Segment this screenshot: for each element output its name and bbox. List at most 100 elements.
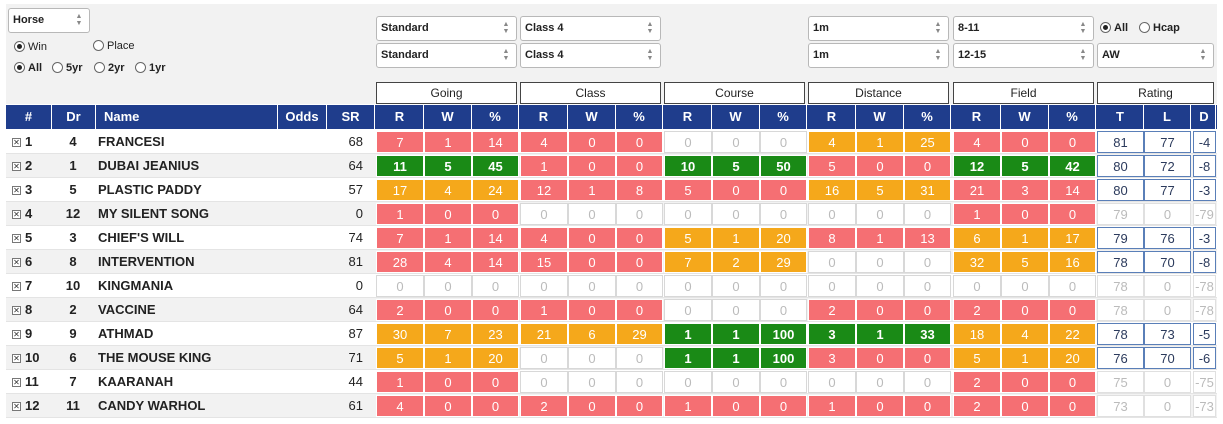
header-rating-d[interactable]: D: [1193, 105, 1216, 129]
runner-draw: 5: [69, 182, 77, 197]
remove-runner-icon[interactable]: ✕: [12, 282, 21, 291]
remove-runner-icon[interactable]: ✕: [12, 186, 21, 195]
runner-name[interactable]: CANDY WARHOL: [98, 398, 206, 413]
runner-name[interactable]: KAARANAH: [98, 374, 174, 389]
course-runs-cell: 5: [664, 179, 712, 201]
course-runs-cell: 1: [664, 395, 712, 417]
header-course-r[interactable]: R: [664, 105, 712, 129]
header-going-r[interactable]: R: [376, 105, 424, 129]
runner-name[interactable]: FRANCESI: [98, 134, 165, 149]
header-distance-pct[interactable]: %: [904, 105, 951, 129]
runner-name[interactable]: THE MOUSE KING: [98, 350, 212, 365]
rating-t-cell: 73: [1097, 395, 1144, 417]
header-rating-l[interactable]: L: [1144, 105, 1191, 129]
header-dr[interactable]: Dr: [52, 105, 96, 129]
runner-name[interactable]: VACCINE: [98, 302, 156, 317]
going-wins-cell: 0: [424, 299, 472, 321]
runner-rank: ✕ 10: [6, 347, 50, 369]
header-rating-t[interactable]: T: [1097, 105, 1144, 129]
header-field-r[interactable]: R: [953, 105, 1001, 129]
period-5yr-radio[interactable]: 5yr: [52, 61, 83, 75]
class-runs-cell: 15: [520, 251, 568, 273]
header-sr[interactable]: SR: [327, 105, 375, 129]
runner-name[interactable]: KINGMANIA: [98, 278, 174, 293]
going-pct-cell: 14: [472, 131, 519, 153]
runner-name[interactable]: ATHMAD: [98, 326, 154, 341]
field-pct-cell: 0: [1049, 395, 1096, 417]
remove-runner-icon[interactable]: ✕: [12, 162, 21, 171]
header-class-w[interactable]: W: [568, 105, 616, 129]
header-course-w[interactable]: W: [712, 105, 760, 129]
class-select-2[interactable]: Class 4: [520, 43, 661, 68]
surface-select[interactable]: AW: [1097, 43, 1214, 68]
going-select-2[interactable]: Standard: [376, 43, 517, 68]
remove-runner-icon[interactable]: ✕: [12, 138, 21, 147]
class-runs-cell: 0: [520, 275, 568, 297]
distance-select-1-value: 1m: [813, 22, 829, 34]
remove-runner-icon[interactable]: ✕: [12, 330, 21, 339]
field-select-2[interactable]: 12-15: [953, 43, 1094, 68]
header-distance-w[interactable]: W: [856, 105, 904, 129]
race-type-all-radio[interactable]: All: [1100, 21, 1128, 35]
remove-runner-icon[interactable]: ✕: [12, 378, 21, 387]
place-radio[interactable]: Place: [93, 39, 135, 53]
class-runs-cell: 0: [520, 371, 568, 393]
header-going-pct[interactable]: %: [472, 105, 519, 129]
course-wins-cell: 1: [712, 323, 760, 345]
runner-strike-rate: 0: [355, 278, 363, 293]
class-wins-cell: 0: [568, 227, 616, 249]
header-going-w[interactable]: W: [424, 105, 472, 129]
going-select-1[interactable]: Standard: [376, 16, 517, 41]
runner-name[interactable]: CHIEF'S WILL: [98, 230, 185, 245]
remove-runner-icon[interactable]: ✕: [12, 402, 21, 411]
rating-l-cell: 0: [1144, 371, 1191, 393]
header-name[interactable]: Name: [98, 105, 278, 129]
header-field-pct[interactable]: %: [1049, 105, 1096, 129]
field-select-1[interactable]: 8-11: [953, 16, 1094, 41]
runner-rank-number: 3: [25, 182, 33, 197]
runner-rank-number: 7: [25, 278, 33, 293]
runner-name[interactable]: DUBAI JEANIUS: [98, 158, 200, 173]
class-runs-cell: 2: [520, 395, 568, 417]
header-class-pct[interactable]: %: [616, 105, 663, 129]
header-field-w[interactable]: W: [1001, 105, 1049, 129]
going-pct-cell: 24: [472, 179, 519, 201]
header-class-r[interactable]: R: [520, 105, 568, 129]
runner-draw: 9: [69, 326, 77, 341]
rating-l-cell: 0: [1144, 395, 1191, 417]
field-runs-cell: 1: [953, 203, 1001, 225]
remove-runner-icon[interactable]: ✕: [12, 210, 21, 219]
runner-rank-number: 12: [25, 398, 40, 413]
going-runs-cell: 2: [376, 299, 424, 321]
rating-t-cell: 78: [1097, 323, 1144, 345]
distance-select-1[interactable]: 1m: [808, 16, 949, 41]
runner-name[interactable]: INTERVENTION: [98, 254, 195, 269]
runner-name[interactable]: PLASTIC PADDY: [98, 182, 202, 197]
header-course-pct[interactable]: %: [760, 105, 807, 129]
win-radio[interactable]: Win: [14, 40, 47, 54]
class-pct-cell: 0: [616, 131, 663, 153]
view-select[interactable]: Horse: [8, 8, 90, 33]
period-all-radio[interactable]: All: [14, 61, 42, 75]
header-rank[interactable]: #: [6, 105, 52, 129]
header-odds[interactable]: Odds: [278, 105, 327, 129]
win-radio-label: Win: [28, 41, 47, 53]
distance-runs-cell: 1: [808, 395, 856, 417]
header-distance-r[interactable]: R: [808, 105, 856, 129]
runner-name[interactable]: MY SILENT SONG: [98, 206, 209, 221]
remove-runner-icon[interactable]: ✕: [12, 306, 21, 315]
going-runs-cell: 1: [376, 203, 424, 225]
period-2yr-radio[interactable]: 2yr: [94, 61, 125, 75]
class-select-1[interactable]: Class 4: [520, 16, 661, 41]
remove-runner-icon[interactable]: ✕: [12, 354, 21, 363]
distance-wins-cell: 0: [856, 299, 904, 321]
remove-runner-icon[interactable]: ✕: [12, 234, 21, 243]
course-wins-cell: 0: [712, 179, 760, 201]
distance-wins-cell: 1: [856, 323, 904, 345]
remove-runner-icon[interactable]: ✕: [12, 258, 21, 267]
distance-select-2[interactable]: 1m: [808, 43, 949, 68]
field-pct-cell: 0: [1049, 299, 1096, 321]
race-type-hcap-radio[interactable]: Hcap: [1139, 21, 1180, 35]
period-1yr-radio[interactable]: 1yr: [135, 61, 166, 75]
table-row: [6, 130, 1217, 154]
